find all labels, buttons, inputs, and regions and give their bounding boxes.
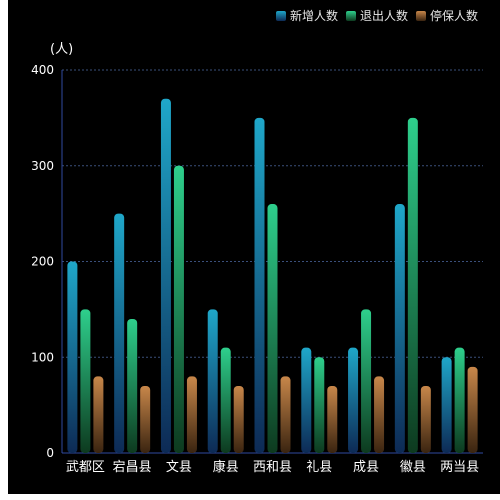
x-tick-label: 成县 [353,460,379,475]
bar-exit-5 [314,357,325,453]
legend-swatch-new [275,10,286,21]
bar-stop-2 [186,376,197,453]
bar-stop-1 [140,385,151,453]
x-tick-label: 西和县 [253,460,292,475]
bar-exit-7 [407,117,418,453]
legend-swatch-stop [415,10,426,21]
legend-label-new: 新增人数 [289,9,338,23]
bar-stop-5 [327,385,338,453]
bar-new-6 [348,347,359,453]
x-tick-label: 两当县 [440,460,479,475]
bar-new-8 [441,357,452,453]
bar-exit-3 [220,347,231,453]
bar-exit-2 [173,165,184,453]
bottom-edge-strip [0,494,500,500]
bar-exit-0 [80,309,91,453]
bar-new-7 [394,204,405,453]
bar-exit-4 [267,204,278,453]
bar-stop-0 [93,376,104,453]
y-axis-unit-label: (人) [50,42,74,57]
bar-stop-3 [233,385,244,453]
legend-swatch-exit [345,10,356,21]
bar-exit-1 [127,318,138,453]
bar-stop-4 [280,376,291,453]
y-tick-label: 400 [31,63,54,77]
bar-new-0 [67,261,78,453]
x-tick-label: 文县 [166,460,192,475]
x-tick-label: 武都区 [66,460,105,475]
left-edge-strip [0,0,8,500]
bar-exit-6 [361,309,372,453]
y-tick-label: 0 [46,446,54,460]
bar-new-5 [301,347,312,453]
bar-stop-7 [420,385,431,453]
x-tick-label: 康县 [213,459,239,475]
x-tick-label: 徽县 [400,460,426,475]
bar-new-2 [160,98,171,453]
bar-new-3 [207,309,218,453]
bar-new-4 [254,117,265,453]
legend-item-new[interactable]: 新增人数 [275,7,338,24]
legend: 新增人数 退出人数 停保人数 [275,7,478,24]
bar-stop-6 [374,376,385,453]
legend-label-stop: 停保人数 [429,9,478,23]
bar-exit-8 [454,347,465,453]
bar-new-1 [114,213,125,453]
y-tick-label: 200 [31,255,54,269]
legend-label-exit: 退出人数 [359,9,408,23]
y-tick-label: 100 [31,350,54,364]
x-tick-label: 宕昌县 [113,460,152,475]
legend-item-exit[interactable]: 退出人数 [345,7,408,24]
y-tick-label: 300 [31,159,54,173]
legend-item-stop[interactable]: 停保人数 [415,7,478,24]
bar-stop-8 [467,366,478,453]
x-tick-label: 礼县 [306,459,332,475]
